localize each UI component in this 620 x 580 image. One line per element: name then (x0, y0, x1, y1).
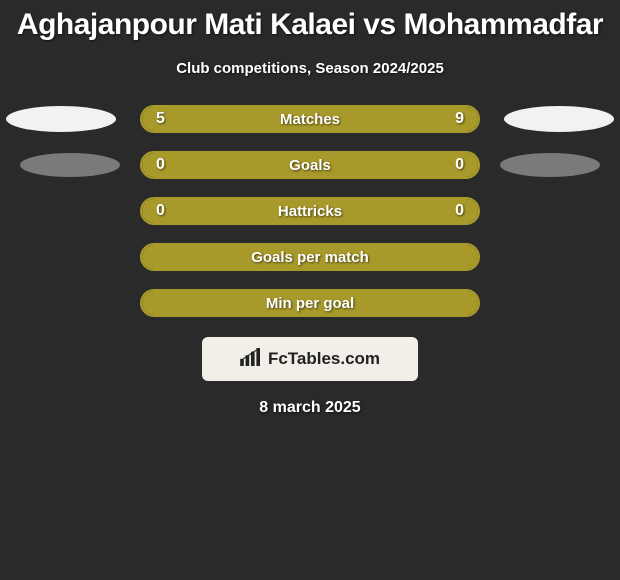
stat-label: Goals per match (142, 249, 478, 266)
stat-bar: Goals per match (140, 243, 480, 271)
comparison-rows: 59Matches 00Goals 00Hattricks Goals per mat… (0, 105, 620, 317)
stat-row: Min per goal (0, 289, 620, 317)
bars-icon (240, 348, 262, 371)
stat-row: 00Goals (0, 151, 620, 179)
branding-badge[interactable]: FcTables.com (202, 337, 418, 381)
stat-row: Goals per match (0, 243, 620, 271)
stat-label: Hattricks (142, 203, 478, 220)
stat-label: Min per goal (142, 295, 478, 312)
player-marker-left (6, 106, 116, 132)
player-marker-right (504, 106, 614, 132)
stat-bar: 00Hattricks (140, 197, 480, 225)
date-text: 8 march 2025 (0, 399, 620, 417)
stat-row: 00Hattricks (0, 197, 620, 225)
subtitle: Club competitions, Season 2024/2025 (0, 60, 620, 77)
stat-row: 59Matches (0, 105, 620, 133)
player-marker-right (500, 153, 600, 177)
page-title: Aghajanpour Mati Kalaei vs Mohammadfar (0, 0, 620, 42)
stat-label: Matches (142, 111, 478, 128)
stat-bar: 00Goals (140, 151, 480, 179)
player-marker-left (20, 153, 120, 177)
stat-bar: Min per goal (140, 289, 480, 317)
stat-bar: 59Matches (140, 105, 480, 133)
branding-text: FcTables.com (268, 349, 380, 369)
stat-label: Goals (142, 157, 478, 174)
